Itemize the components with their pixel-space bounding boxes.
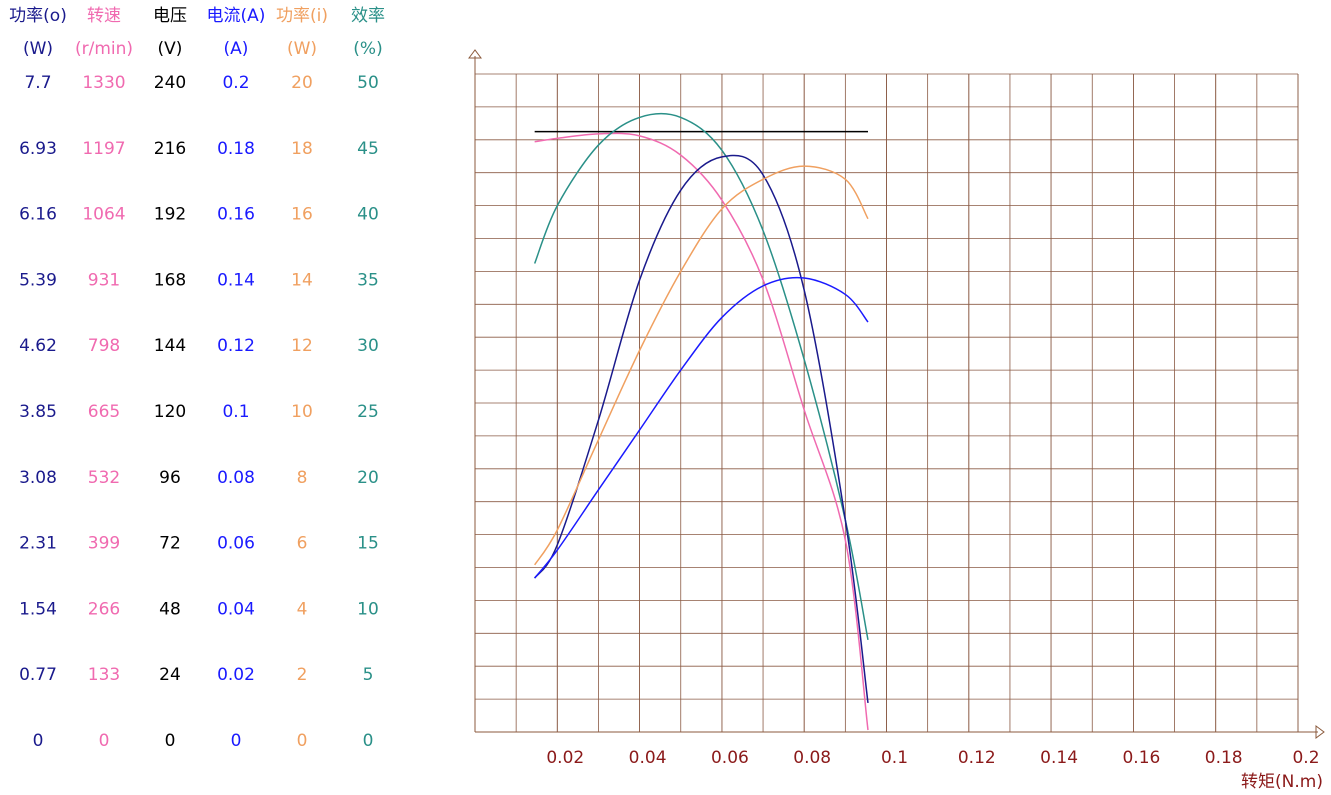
axis-title: 功率(i) bbox=[276, 6, 328, 26]
y-tick-label: 0.06 bbox=[217, 534, 255, 554]
y-tick-label: 10 bbox=[291, 402, 313, 422]
axis-title: 电压 bbox=[153, 6, 187, 26]
axis-unit: (W) bbox=[23, 39, 53, 59]
y-tick-label: 6 bbox=[297, 534, 308, 554]
y-tick-label: 144 bbox=[154, 336, 186, 356]
y-tick-label: 24 bbox=[159, 665, 181, 685]
y-tick-label: 216 bbox=[154, 139, 186, 159]
y-arrow bbox=[468, 49, 482, 59]
x-tick-label: 0.08 bbox=[793, 748, 831, 768]
y-tick-label: 48 bbox=[159, 599, 181, 619]
y-tick-label: 0.04 bbox=[217, 599, 255, 619]
y-tick-label: 25 bbox=[357, 402, 379, 422]
y-tick-label: 4 bbox=[297, 599, 308, 619]
axis-unit: (W) bbox=[287, 39, 317, 59]
y-tick-label: 0.77 bbox=[19, 665, 57, 685]
x-tick-label: 0.2 bbox=[1292, 748, 1319, 768]
curve bbox=[534, 132, 869, 731]
curve bbox=[533, 112, 869, 641]
y-tick-label: 50 bbox=[357, 73, 379, 93]
y-tick-label: 0 bbox=[165, 731, 176, 751]
y-tick-label: 168 bbox=[154, 270, 186, 290]
axis-unit: (%) bbox=[353, 39, 382, 59]
axis-unit: (r/min) bbox=[75, 39, 133, 59]
y-tick-label: 532 bbox=[88, 468, 120, 488]
y-tick-label: 798 bbox=[88, 336, 120, 356]
x-axis-title: 转矩(N.m) bbox=[1241, 772, 1323, 792]
x-tick-label: 0.16 bbox=[1122, 748, 1160, 768]
y-tick-label: 2.31 bbox=[19, 534, 57, 554]
y-tick-label: 0.1 bbox=[222, 402, 249, 422]
axis-title: 功率(o) bbox=[9, 6, 67, 26]
y-tick-label: 8 bbox=[297, 468, 308, 488]
x-tick-label: 0.02 bbox=[546, 748, 584, 768]
y-tick-label: 240 bbox=[154, 73, 186, 93]
x-tick-label: 0.12 bbox=[958, 748, 996, 768]
y-tick-label: 266 bbox=[88, 599, 120, 619]
y-tick-label: 4.62 bbox=[19, 336, 57, 356]
y-tick-label: 7.7 bbox=[24, 73, 51, 93]
y-tick-label: 192 bbox=[154, 205, 186, 225]
y-tick-label: 3.08 bbox=[19, 468, 57, 488]
y-tick-label: 133 bbox=[88, 665, 120, 685]
y-tick-label: 15 bbox=[357, 534, 379, 554]
y-tick-label: 10 bbox=[357, 599, 379, 619]
y-tick-label: 18 bbox=[291, 139, 313, 159]
y-tick-label: 399 bbox=[88, 534, 120, 554]
curve bbox=[534, 154, 869, 704]
x-tick-label: 0.18 bbox=[1205, 748, 1243, 768]
curve bbox=[534, 276, 869, 579]
y-tick-label: 0 bbox=[297, 731, 308, 751]
x-tick-label: 0.04 bbox=[629, 748, 667, 768]
y-tick-label: 1.54 bbox=[19, 599, 57, 619]
y-tick-label: 0.18 bbox=[217, 139, 255, 159]
axis-title: 电流(A) bbox=[207, 6, 266, 26]
y-tick-label: 2 bbox=[297, 665, 308, 685]
y-tick-label: 20 bbox=[291, 73, 313, 93]
x-tick-label: 0.06 bbox=[711, 748, 749, 768]
y-tick-label: 1330 bbox=[82, 73, 125, 93]
y-tick-label: 931 bbox=[88, 270, 120, 290]
x-tick-label: 0.1 bbox=[881, 748, 908, 768]
y-tick-label: 0.12 bbox=[217, 336, 255, 356]
axes bbox=[468, 49, 1325, 739]
y-tick-label: 0 bbox=[231, 731, 242, 751]
y-tick-label: 30 bbox=[357, 336, 379, 356]
y-tick-label: 1064 bbox=[82, 205, 125, 225]
y-tick-label: 72 bbox=[159, 534, 181, 554]
y-tick-label: 12 bbox=[291, 336, 313, 356]
y-tick-label: 45 bbox=[357, 139, 379, 159]
x-arrow bbox=[1315, 725, 1325, 739]
y-tick-label: 0 bbox=[99, 731, 110, 751]
y-tick-label: 0.2 bbox=[222, 73, 249, 93]
y-tick-label: 5 bbox=[363, 665, 374, 685]
y-tick-label: 35 bbox=[357, 270, 379, 290]
y-tick-label: 16 bbox=[291, 205, 313, 225]
y-tick-label: 0.14 bbox=[217, 270, 255, 290]
y-tick-label: 6.93 bbox=[19, 139, 57, 159]
y-tick-label: 1197 bbox=[82, 139, 125, 159]
y-tick-label: 0.16 bbox=[217, 205, 255, 225]
axis-title: 效率 bbox=[351, 6, 385, 26]
y-tick-label: 40 bbox=[357, 205, 379, 225]
y-tick-label: 0.08 bbox=[217, 468, 255, 488]
y-tick-label: 0 bbox=[363, 731, 374, 751]
curve bbox=[534, 165, 869, 566]
x-tick-label: 0.14 bbox=[1040, 748, 1078, 768]
y-tick-label: 5.39 bbox=[19, 270, 57, 290]
axis-unit: (A) bbox=[224, 39, 249, 59]
y-tick-label: 96 bbox=[159, 468, 181, 488]
y-tick-label: 665 bbox=[88, 402, 120, 422]
y-tick-label: 3.85 bbox=[19, 402, 57, 422]
y-tick-label: 6.16 bbox=[19, 205, 57, 225]
axis-unit: (V) bbox=[158, 39, 183, 59]
axis-title: 转速 bbox=[87, 6, 121, 26]
y-tick-label: 14 bbox=[291, 270, 313, 290]
y-tick-label: 0 bbox=[33, 731, 44, 751]
y-tick-label: 120 bbox=[154, 402, 186, 422]
y-tick-label: 20 bbox=[357, 468, 379, 488]
y-tick-label: 0.02 bbox=[217, 665, 255, 685]
